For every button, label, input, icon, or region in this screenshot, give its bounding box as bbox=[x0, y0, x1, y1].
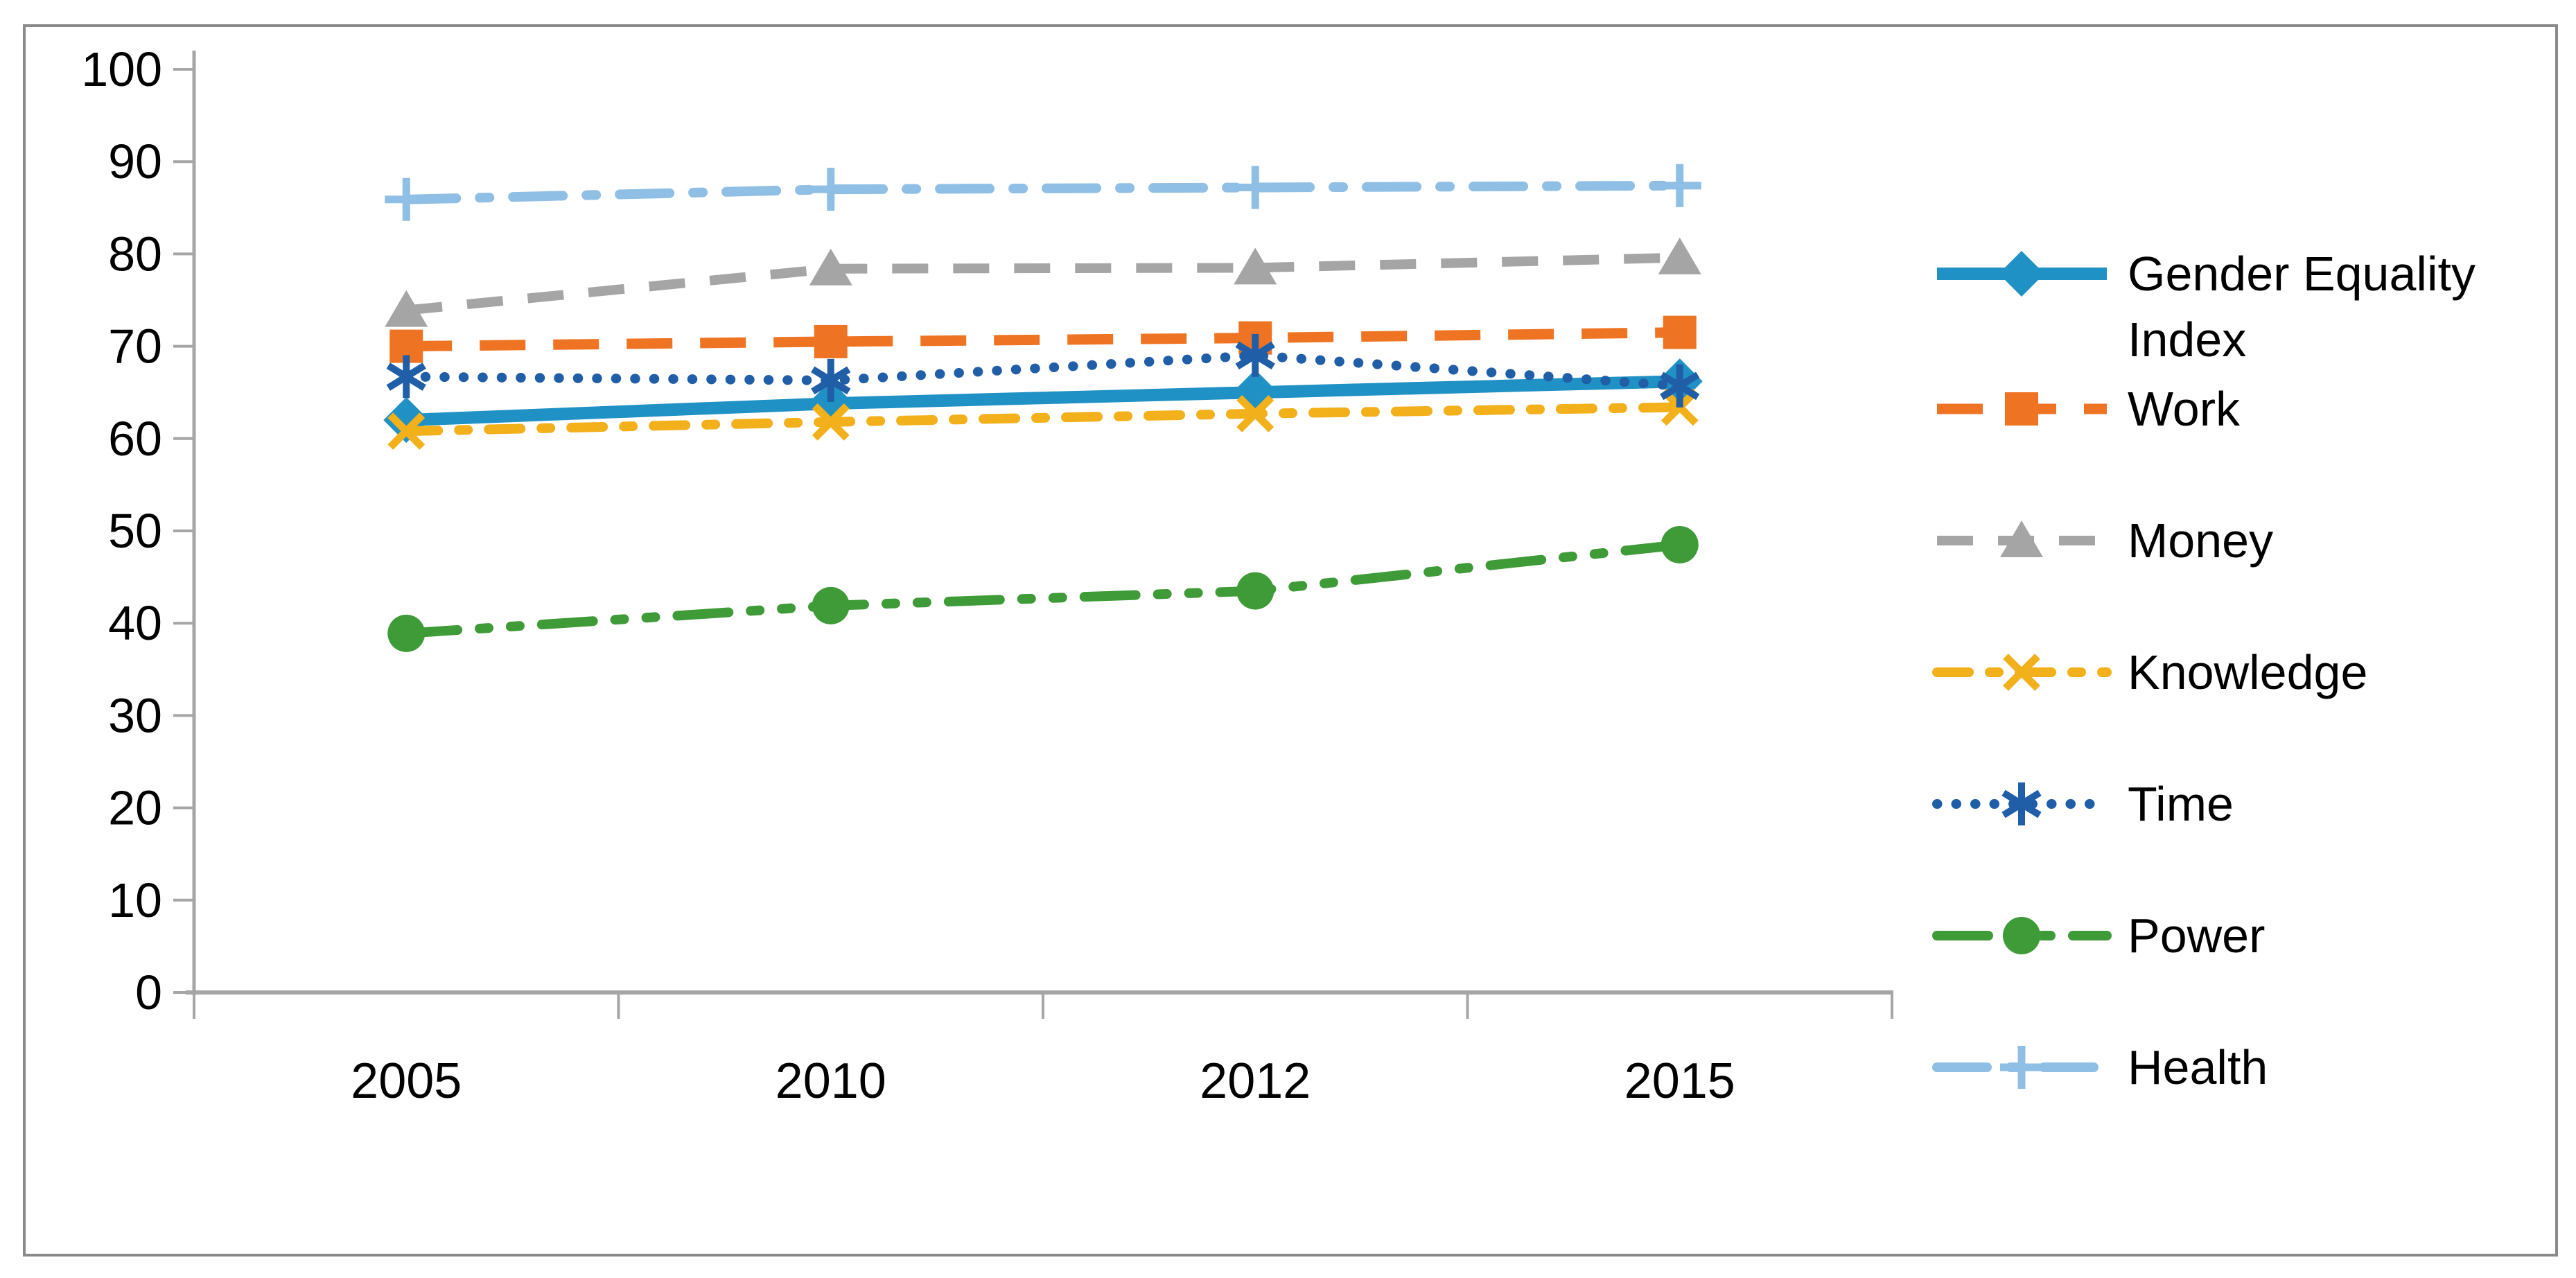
legend-label-time: Time bbox=[2128, 777, 2234, 831]
legend-label-gender-equality-index: Gender Equality bbox=[2128, 247, 2476, 301]
y-axis-label: 50 bbox=[108, 504, 162, 558]
series-work bbox=[389, 315, 1697, 363]
series-power bbox=[387, 525, 1699, 652]
series-line-health bbox=[401, 180, 1685, 204]
legend-marker-health bbox=[2000, 1046, 2043, 1089]
y-axis-label: 70 bbox=[108, 320, 162, 374]
y-axis-label: 30 bbox=[108, 688, 162, 742]
marker-knowledge-2012 bbox=[1236, 394, 1274, 432]
y-axis-label: 80 bbox=[108, 227, 162, 281]
marker-health-2005 bbox=[385, 177, 428, 221]
legend-label-gender-equality-index-line2: Index bbox=[2128, 313, 2246, 367]
series-line-time bbox=[401, 350, 1685, 391]
axes: 0 10 20 30 40 50 60 70 80 90 100 2005 2010 2012 2015 bbox=[81, 42, 1893, 1109]
y-axis-label: 40 bbox=[108, 596, 162, 650]
legend-item-work: Work bbox=[1937, 382, 2241, 436]
marker-time-2010 bbox=[811, 358, 851, 402]
marker-health-2012 bbox=[1234, 166, 1277, 209]
marker-time-2015 bbox=[1660, 364, 1700, 408]
marker-power-2005 bbox=[387, 614, 426, 652]
legend-marker-power bbox=[2003, 917, 2040, 954]
legend-item-knowledge: Knowledge bbox=[1932, 645, 2367, 699]
y-axis-label: 20 bbox=[108, 781, 162, 835]
marker-power-2010 bbox=[812, 586, 850, 624]
marker-knowledge-2005 bbox=[387, 412, 426, 450]
marker-time-2012 bbox=[1235, 333, 1275, 377]
y-axis-label: 0 bbox=[135, 965, 162, 1019]
y-axis-label: 90 bbox=[108, 134, 162, 189]
series-line-money bbox=[405, 252, 1680, 315]
legend-item-money: Money bbox=[1937, 514, 2273, 568]
series-time bbox=[386, 333, 1700, 408]
y-axis-label: 10 bbox=[108, 873, 162, 927]
series-line-gender-equality-index bbox=[405, 375, 1680, 427]
chart-border bbox=[23, 24, 2558, 1257]
legend-label-money: Money bbox=[2128, 514, 2273, 568]
x-axis-label: 2015 bbox=[1624, 1053, 1735, 1109]
legend: Gender Equality Index Work Money Knowledge Ti… bbox=[1932, 247, 2476, 1094]
legend-marker-knowledge bbox=[2003, 654, 2040, 691]
marker-power-2012 bbox=[1236, 572, 1274, 610]
legend-item-gender-equality-index: Gender Equality Index bbox=[1937, 247, 2476, 367]
legend-label-health: Health bbox=[2128, 1040, 2268, 1094]
series-health bbox=[385, 164, 1701, 221]
series-money bbox=[385, 237, 1701, 327]
marker-health-2015 bbox=[1658, 164, 1701, 207]
series-line-knowledge bbox=[401, 402, 1685, 437]
marker-time-2005 bbox=[386, 355, 426, 399]
legend-marker-work bbox=[2005, 392, 2038, 426]
marker-money-2010 bbox=[809, 248, 852, 286]
legend-marker-money bbox=[2000, 520, 2043, 557]
series-line-power bbox=[401, 539, 1685, 638]
y-axis-label: 60 bbox=[108, 412, 162, 466]
legend-marker-time bbox=[2001, 782, 2042, 825]
x-axis-label: 2010 bbox=[776, 1053, 886, 1109]
x-axis-label: 2005 bbox=[351, 1053, 462, 1109]
marker-money-2012 bbox=[1234, 247, 1277, 285]
series-knowledge bbox=[387, 388, 1699, 450]
legend-item-power: Power bbox=[1932, 909, 2265, 963]
legend-item-time: Time bbox=[1932, 777, 2234, 831]
legend-label-power: Power bbox=[2128, 909, 2265, 963]
legend-label-knowledge: Knowledge bbox=[2128, 645, 2367, 699]
marker-knowledge-2010 bbox=[812, 403, 850, 441]
legend-item-health: Health bbox=[1932, 1040, 2268, 1094]
legend-label-work: Work bbox=[2128, 382, 2241, 436]
marker-work-2015 bbox=[1663, 315, 1697, 349]
marker-money-2015 bbox=[1658, 237, 1701, 274]
marker-health-2010 bbox=[809, 168, 852, 211]
y-axis-label: 100 bbox=[81, 42, 162, 96]
marker-money-2005 bbox=[385, 290, 428, 327]
series-line-work bbox=[406, 327, 1680, 352]
marker-work-2010 bbox=[814, 324, 848, 358]
marker-power-2015 bbox=[1661, 525, 1699, 563]
x-axis-label: 2012 bbox=[1200, 1053, 1311, 1109]
legend-marker-gender-equality-index bbox=[1999, 251, 2044, 297]
